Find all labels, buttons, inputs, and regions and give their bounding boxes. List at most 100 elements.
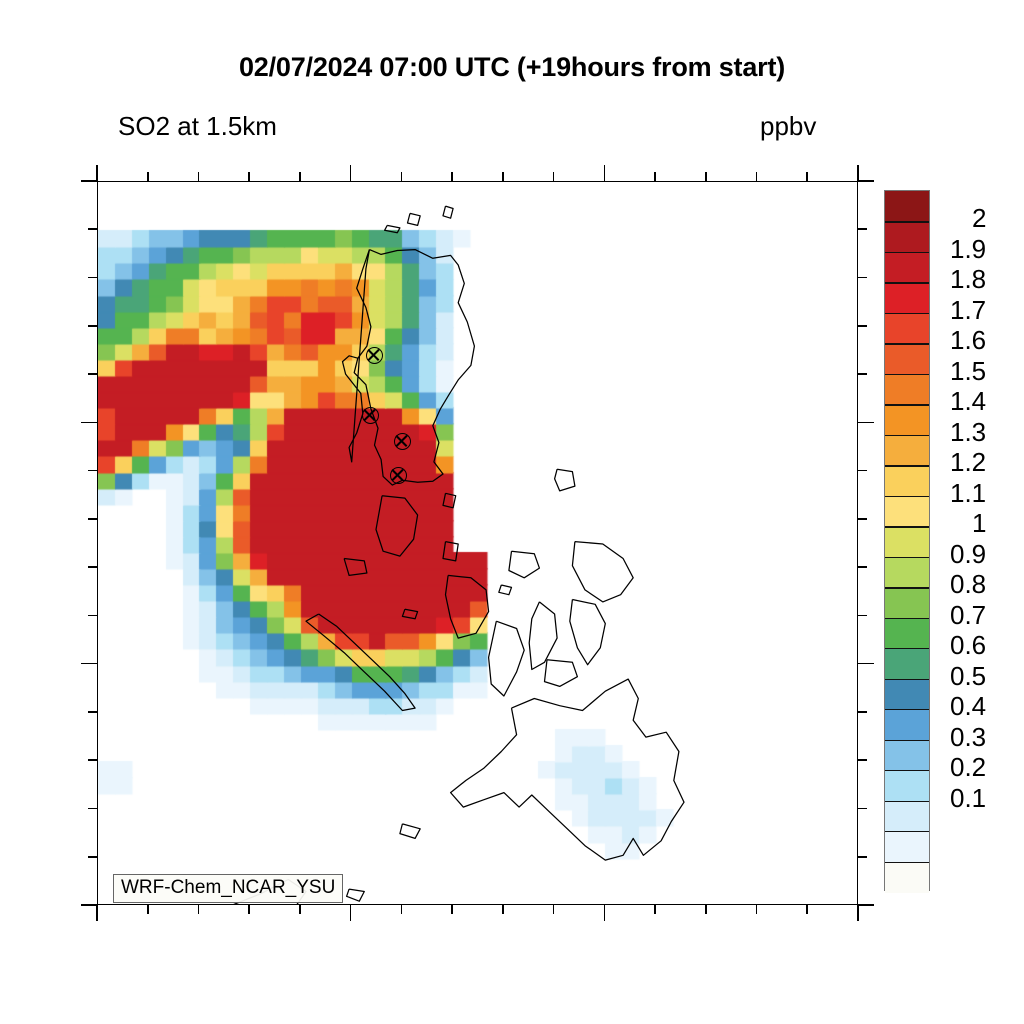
crossed-circle-icon [393, 433, 411, 451]
y-tick-right-major [858, 904, 874, 906]
colorbar-divider [885, 861, 929, 863]
x-tick-top-minor [400, 172, 403, 181]
colorbar-band [885, 739, 929, 771]
y-tick-minor [88, 469, 97, 472]
y-tick-right-minor [858, 855, 867, 858]
x-tick-top-minor [705, 172, 707, 181]
crossed-circle-icon [361, 406, 379, 424]
colorbar-divider [885, 343, 929, 345]
y-tick-major [81, 421, 97, 424]
y-tick-right-minor [858, 469, 867, 472]
colorbar-band [885, 648, 929, 680]
colorbar-tick-label: 0.7 [950, 599, 987, 630]
colorbar-tick-label: 1.9 [950, 233, 987, 264]
colorbar-divider [885, 282, 929, 284]
colorbar-tick-label: 1.1 [950, 477, 987, 508]
x-tick-top-major [349, 165, 352, 181]
x-tick-minor [146, 905, 149, 914]
y-tick-minor [88, 373, 97, 375]
x-tick-minor [705, 905, 707, 914]
y-tick-right-minor [858, 373, 867, 375]
crossed-circle-icon [390, 466, 408, 484]
x-tick-top-minor [654, 172, 656, 181]
y-tick-right-major [858, 421, 874, 424]
x-tick-top-minor [755, 172, 758, 181]
y-tick-minor [88, 276, 97, 279]
colorbar-tick-label: 1.3 [950, 416, 987, 447]
y-tick-right-minor [858, 566, 867, 568]
colorbar-band [885, 617, 929, 649]
colorbar-band [885, 495, 929, 527]
colorbar-band [885, 831, 929, 863]
colorbar-divider [885, 404, 929, 406]
x-tick-top-major [857, 165, 859, 181]
variable-level-label: SO2 at 1.5km [118, 111, 277, 141]
colorbar-band [885, 526, 929, 558]
y-tick-right-minor [858, 807, 867, 810]
colorbar-divider [885, 526, 929, 528]
model-tag: WRF-Chem_NCAR_YSU [113, 874, 344, 903]
x-tick-top-major [603, 165, 606, 181]
colorbar-divider [885, 800, 929, 802]
colorbar-band [885, 800, 929, 832]
colorbar-divider [885, 587, 929, 589]
colorbar-divider [885, 312, 929, 315]
x-tick-minor [654, 905, 656, 914]
colorbar-divider [885, 770, 929, 772]
y-tick-right-minor [858, 759, 867, 761]
colorbar-divider [885, 434, 929, 437]
y-tick-right-minor [858, 711, 867, 713]
y-tick-minor [88, 325, 97, 327]
colorbar-divider [885, 556, 929, 559]
y-tick-right-major [858, 662, 874, 665]
colorbar-tick-label: 1.2 [950, 447, 987, 478]
y-tick-major [81, 180, 97, 182]
coastline-overlay [233, 205, 685, 904]
colorbar-band [885, 465, 929, 497]
x-tick-minor [400, 905, 403, 914]
colorbar-divider [885, 251, 929, 254]
x-tick-major [603, 905, 606, 921]
colorbar-tick-label: 1.4 [950, 386, 987, 417]
colorbar-band [885, 221, 929, 253]
x-tick-major [349, 905, 352, 921]
colorbar-band [885, 678, 929, 710]
y-tick-minor [88, 228, 97, 231]
colorbar-tick-label: 1.7 [950, 294, 987, 325]
x-tick-minor [299, 905, 301, 914]
y-tick-major [81, 904, 97, 906]
colorbar-tick-label: 0.4 [950, 691, 987, 722]
colorbar-tick-label: 1.6 [950, 325, 987, 356]
crossed-circle-icon [365, 347, 383, 365]
y-tick-minor [88, 855, 97, 858]
colorbar-band [885, 556, 929, 588]
x-tick-minor [552, 905, 555, 914]
colorbar-tick-label: 0.1 [950, 782, 987, 813]
x-tick-top-minor [299, 172, 301, 181]
y-tick-major [81, 662, 97, 665]
x-tick-major [96, 905, 98, 921]
y-tick-minor [88, 614, 97, 617]
x-tick-top-minor [451, 172, 453, 181]
map-raster-layer [98, 182, 857, 904]
colorbar-divider [885, 373, 929, 376]
colorbar-tick-label: 1.8 [950, 264, 987, 295]
y-tick-minor [88, 518, 97, 520]
colorbar-band [885, 404, 929, 436]
colorbar [884, 190, 930, 893]
colorbar-tick-label: 0.2 [950, 752, 987, 783]
colorbar-tick-label: 1 [972, 508, 987, 539]
so2-concentration-raster [98, 182, 857, 904]
colorbar-divider [885, 221, 929, 223]
x-tick-major [857, 905, 859, 921]
units-label: ppbv [760, 111, 817, 141]
colorbar-band [885, 191, 929, 223]
colorbar-tick-label: 0.8 [950, 569, 987, 600]
colorbar-divider [885, 465, 929, 467]
x-tick-top-minor [146, 172, 149, 181]
x-tick-minor [248, 905, 250, 914]
colorbar-band [885, 251, 929, 284]
colorbar-band [885, 587, 929, 619]
colorbar-divider [885, 617, 929, 619]
colorbar-tick-label: 2 [972, 203, 987, 234]
